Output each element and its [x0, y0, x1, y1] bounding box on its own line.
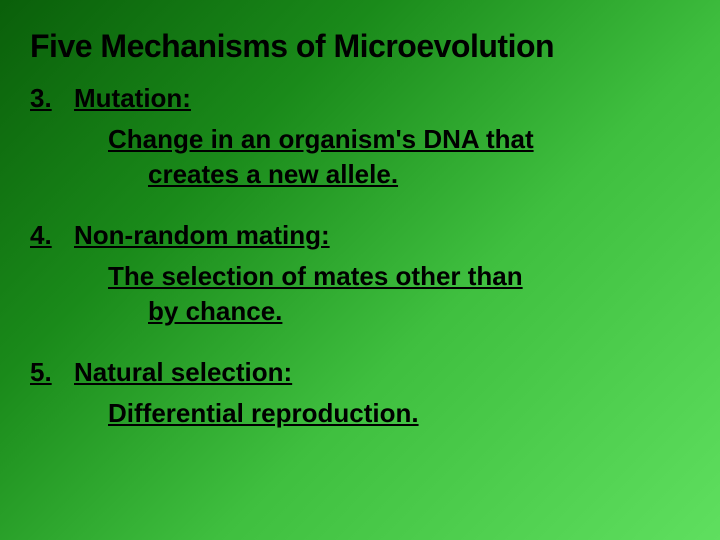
def-line1: Differential reproduction. [108, 398, 419, 428]
list-item: 4. Non-random mating: The selection of m… [30, 220, 690, 329]
item-number: 3. [30, 83, 62, 114]
slide-title: Five Mechanisms of Microevolution [30, 28, 690, 65]
def-line2: creates a new allele. [148, 157, 690, 192]
item-number: 4. [30, 220, 62, 251]
def-line2: by chance. [148, 294, 690, 329]
slide-container: Five Mechanisms of Microevolution 3. Mut… [0, 0, 720, 540]
list-item: 3. Mutation: Change in an organism's DNA… [30, 83, 690, 192]
def-line1: Change in an organism's DNA that [108, 124, 534, 154]
item-header: 4. Non-random mating: [30, 220, 690, 251]
item-header: 5. Natural selection: [30, 357, 690, 388]
def-line1: The selection of mates other than [108, 261, 523, 291]
item-definition: Change in an organism's DNA that creates… [108, 122, 690, 192]
item-definition: The selection of mates other than by cha… [108, 259, 690, 329]
item-header: 3. Mutation: [30, 83, 690, 114]
item-definition: Differential reproduction. [108, 396, 690, 431]
item-label: Non-random mating: [74, 220, 330, 251]
list-item: 5. Natural selection: Differential repro… [30, 357, 690, 431]
item-number: 5. [30, 357, 62, 388]
item-label: Natural selection: [74, 357, 292, 388]
item-label: Mutation: [74, 83, 191, 114]
